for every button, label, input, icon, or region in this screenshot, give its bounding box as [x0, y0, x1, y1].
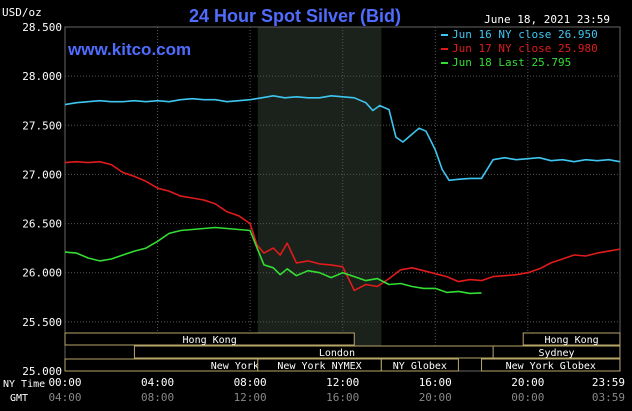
- session-label: NY Globex: [393, 361, 447, 372]
- x-tick-label-ny: 23:59: [592, 376, 625, 389]
- y-tick-label: 25.000: [22, 365, 62, 378]
- x-tick-labels: 00:00 04:00 04:00 08:00 08:00 12:00 12:00 16:00…: [48, 376, 625, 404]
- series-line: [64, 95, 621, 182]
- x-tick-label-ny: 16:00: [419, 376, 452, 389]
- nymex-shaded-region: [257, 27, 382, 371]
- legend-entry: Jun 16 NY close 26.950: [452, 28, 598, 41]
- session-label: Hong Kong: [183, 335, 237, 346]
- y-tick-label: 26.500: [22, 218, 62, 231]
- session-label: New York Globex: [506, 361, 596, 372]
- series-line: [64, 160, 621, 292]
- legend-entry: Jun 18 Last 25.795: [452, 56, 571, 69]
- timestamp: June 18, 2021 23:59: [484, 13, 610, 26]
- x-tick-label-gmt: 00:00: [511, 391, 544, 404]
- x-tick-label-gmt: 08:00: [141, 391, 174, 404]
- y-axis-label: USD/oz: [2, 6, 42, 19]
- y-tick-label: 25.500: [22, 316, 62, 329]
- y-tick-labels: 28.500 28.000 27.500 27.000 26.500 26.000 25.5…: [22, 21, 62, 378]
- x-tick-label-ny: 12:00: [326, 376, 359, 389]
- session-bar: [481, 358, 621, 372]
- session-bar: [64, 332, 355, 346]
- session-label: New York Globex: [211, 361, 301, 372]
- x-tick-label-gmt: 12:00: [234, 391, 267, 404]
- x-tick-label-gmt: 16:00: [326, 391, 359, 404]
- session-label: London: [319, 348, 355, 359]
- series-lines: [64, 95, 621, 295]
- series-line: [64, 226, 482, 295]
- x-tick-label-gmt: 04:00: [48, 391, 81, 404]
- x-tick-label-ny: 20:00: [511, 376, 544, 389]
- y-tick-label: 26.000: [22, 267, 62, 280]
- x-tick-label-ny: 04:00: [141, 376, 174, 389]
- session-label: New York NYMEX: [277, 361, 361, 372]
- watermark: www.kitco.com: [67, 40, 191, 59]
- session-bar: [492, 345, 621, 359]
- legend-entry: Jun 17 NY close 25.980: [452, 42, 598, 55]
- y-tick-label: 27.500: [22, 119, 62, 132]
- session-bar: [380, 358, 459, 372]
- session-bar: [522, 332, 621, 346]
- chart-title: 24 Hour Spot Silver (Bid): [189, 6, 401, 26]
- x-axis-label-ny: NY Time: [3, 379, 45, 390]
- y-tick-label: 28.500: [22, 21, 62, 34]
- x-tick-label-gmt: 03:59: [592, 391, 625, 404]
- session-label: Hong Kong: [544, 335, 598, 346]
- y-tick-label: 28.000: [22, 70, 62, 83]
- session-label: Sydney: [538, 348, 574, 359]
- x-tick-label-ny: 08:00: [234, 376, 267, 389]
- x-tick-label-gmt: 20:00: [419, 391, 452, 404]
- x-tick-label-ny: 00:00: [48, 376, 81, 389]
- x-axis-label-gmt: GMT: [10, 393, 28, 404]
- y-tick-label: 27.000: [22, 168, 62, 181]
